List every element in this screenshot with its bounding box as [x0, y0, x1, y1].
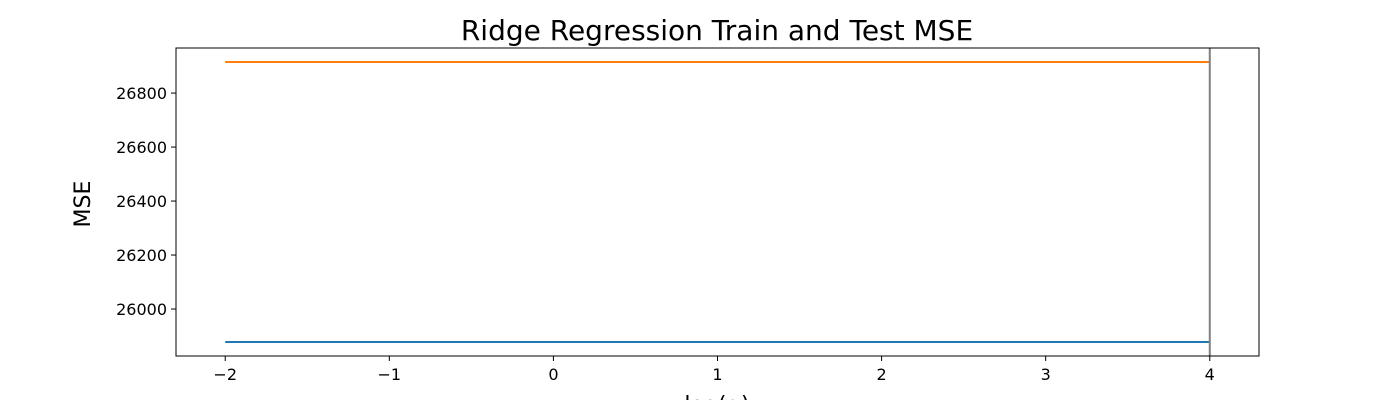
x-tick-label: −2 — [213, 365, 237, 384]
x-tick-label: 0 — [548, 365, 558, 384]
x-tick-label: 4 — [1205, 365, 1215, 384]
x-tick-label: −1 — [378, 365, 402, 384]
y-tick-label: 26200 — [116, 246, 167, 265]
y-tick-label: 26600 — [116, 138, 167, 157]
x-axis-label: log(α) — [684, 393, 749, 400]
y-tick-label: 26800 — [116, 84, 167, 103]
plot-frame — [175, 47, 1260, 357]
x-tick-label: 3 — [1041, 365, 1051, 384]
chart-title: Ridge Regression Train and Test MSE — [461, 14, 973, 47]
x-tick-label: 2 — [876, 365, 886, 384]
x-tick-label: 1 — [712, 365, 722, 384]
y-tick-label: 26000 — [116, 300, 167, 319]
y-axis-label: MSE — [71, 181, 96, 228]
y-tick-label: 26400 — [116, 192, 167, 211]
